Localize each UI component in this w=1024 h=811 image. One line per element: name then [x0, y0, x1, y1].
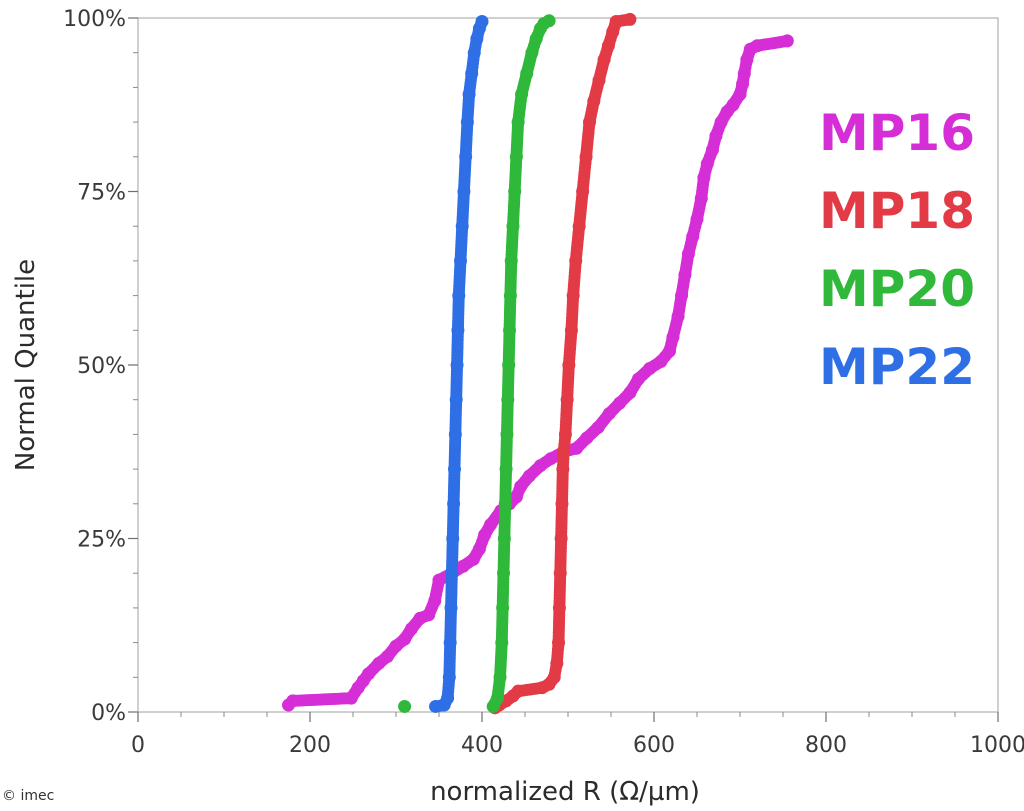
y-axis-title: Normal Quantile — [11, 259, 41, 471]
legend: MP16 MP18 MP20 MP22 — [819, 104, 975, 396]
y-tick-label: 50% — [77, 354, 126, 379]
x-tick-label: 400 — [461, 733, 503, 758]
y-tick-label: 25% — [77, 528, 126, 553]
data-point — [623, 12, 637, 26]
y-tick-label: 100% — [63, 7, 126, 32]
data-point — [542, 14, 556, 28]
legend-label-mp16: MP16 — [819, 104, 975, 162]
x-tick-label: 1000 — [970, 733, 1024, 758]
legend-label-mp18: MP18 — [819, 182, 975, 240]
major-ticks — [128, 17, 999, 722]
x-tick-labels: 0 200 400 600 800 1000 — [131, 733, 1024, 758]
copyright-notice: © imec — [2, 788, 54, 804]
y-tick-label: 75% — [77, 181, 126, 206]
data-point — [475, 14, 489, 28]
series-mp20 — [398, 14, 556, 713]
series-mp22 — [429, 14, 489, 713]
x-tick-label: 200 — [289, 733, 331, 758]
x-tick-label: 600 — [633, 733, 675, 758]
data-point — [780, 34, 794, 48]
series-layer — [282, 12, 794, 715]
data-point — [398, 699, 412, 713]
y-tick-labels: 0% 25% 50% 75% 100% — [63, 7, 126, 726]
x-tick-label: 0 — [131, 733, 145, 758]
x-axis-title: normalized R (Ω/µm) — [430, 777, 700, 807]
x-tick-label: 800 — [805, 733, 847, 758]
series-mp16 — [282, 34, 794, 712]
legend-label-mp20: MP20 — [819, 260, 975, 318]
legend-label-mp22: MP22 — [819, 338, 975, 396]
y-tick-label: 0% — [91, 701, 126, 726]
series-mp18 — [488, 12, 637, 715]
